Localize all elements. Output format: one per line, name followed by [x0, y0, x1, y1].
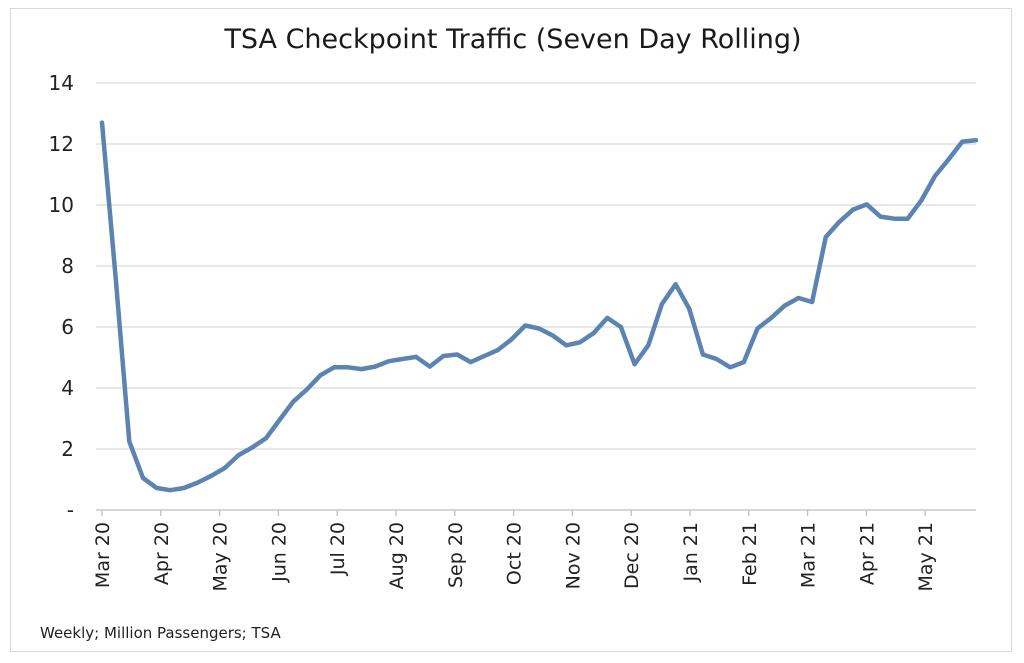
y-axis-ticks: - 2 4 6 8 10 12 14: [49, 71, 74, 522]
chart-title: TSA Checkpoint Traffic (Seven Day Rollin…: [223, 24, 801, 55]
data-point: [823, 235, 828, 239]
data-point: [646, 343, 651, 348]
data-point: [919, 198, 924, 203]
data-point: [509, 337, 514, 342]
y-tick-label: 14: [49, 71, 74, 95]
data-point: [400, 357, 405, 361]
data-point: [141, 476, 145, 480]
data-point: [837, 219, 842, 224]
data-point: [523, 323, 528, 328]
data-point: [782, 303, 787, 308]
y-tick-label: 2: [61, 437, 74, 461]
data-point: [946, 157, 951, 162]
gridlines: [96, 82, 976, 511]
data-point: [700, 352, 705, 357]
data-point: [222, 465, 227, 470]
data-point: [455, 352, 460, 357]
data-point: [496, 347, 500, 352]
data-point: [113, 276, 118, 281]
x-axis-ticks: Mar 20 Apr 20 May 20 Jun 20 Jul 20 Aug 20 Sep …: [92, 510, 937, 592]
x-tick-label: Jul 20: [327, 522, 349, 576]
x-tick-label: Jan 21: [680, 522, 702, 583]
y-tick-label: 12: [49, 132, 74, 156]
data-point: [332, 365, 337, 370]
data-point: [414, 354, 419, 359]
data-point: [564, 343, 569, 348]
series-line: [99, 120, 979, 493]
data-point: [796, 296, 801, 300]
data-point: [441, 354, 446, 358]
data-point: [618, 325, 623, 329]
x-tick-label: Feb 21: [739, 522, 761, 586]
y-tick-label: 8: [61, 254, 74, 278]
x-tick-label: Oct 20: [504, 522, 526, 585]
data-point: [304, 387, 309, 392]
chart-source-note: Weekly; Million Passengers; TSA: [40, 624, 281, 642]
x-tick-label: Mar 20: [92, 522, 114, 588]
x-tick-label: Jun 20: [268, 522, 290, 583]
x-tick-label: May 20: [210, 522, 232, 592]
x-tick-label: Mar 21: [798, 522, 820, 588]
data-point: [605, 315, 610, 320]
data-point: [905, 216, 910, 221]
data-point: [127, 439, 132, 444]
y-tick-label: 6: [61, 315, 74, 339]
data-point: [277, 418, 282, 422]
data-point: [892, 216, 897, 221]
data-point: [933, 174, 937, 178]
data-point: [154, 486, 159, 490]
x-tick-label: Aug 20: [386, 522, 408, 589]
data-point: [578, 340, 582, 345]
data-point: [632, 362, 637, 367]
x-tick-label: Sep 20: [445, 522, 467, 588]
data-point: [468, 360, 473, 365]
data-point: [427, 364, 432, 369]
y-tick-label: -: [67, 498, 74, 522]
x-tick-label: Apr 20: [151, 522, 173, 585]
y-tick-label: 4: [61, 376, 74, 400]
data-point: [386, 359, 391, 364]
data-point: [195, 480, 200, 485]
data-point: [550, 333, 555, 338]
x-tick-label: May 21: [915, 522, 937, 592]
data-point: [318, 373, 323, 378]
data-point: [728, 365, 733, 370]
data-point: [482, 354, 487, 358]
chart-frame: [10, 8, 1012, 652]
data-point: [181, 486, 186, 490]
data-point: [755, 326, 760, 331]
data-point: [851, 207, 856, 212]
x-tick-label: Nov 20: [562, 522, 584, 589]
data-point: [100, 120, 104, 125]
y-tick-label: 10: [49, 193, 74, 217]
data-point: [291, 399, 296, 404]
data-point: [741, 360, 746, 365]
data-point: [236, 453, 241, 458]
data-point: [250, 445, 255, 450]
data-point: [345, 365, 350, 370]
data-point: [373, 364, 378, 369]
data-point: [864, 202, 869, 207]
data-point: [359, 367, 364, 372]
data-point: [673, 282, 678, 287]
data-point: [960, 139, 965, 144]
data-point: [537, 326, 541, 331]
data-point: [714, 357, 719, 361]
x-tick-label: Apr 21: [856, 522, 878, 585]
data-point: [687, 306, 692, 311]
x-tick-label: Dec 20: [621, 522, 643, 589]
data-point: [810, 300, 815, 304]
data-point: [209, 473, 214, 478]
data-point: [659, 302, 664, 307]
data-point: [168, 488, 173, 493]
data-point: [591, 331, 596, 336]
data-point: [974, 138, 978, 143]
data-point: [263, 436, 268, 441]
data-point: [769, 315, 774, 320]
series-layer: [99, 120, 979, 493]
data-point: [878, 214, 883, 219]
